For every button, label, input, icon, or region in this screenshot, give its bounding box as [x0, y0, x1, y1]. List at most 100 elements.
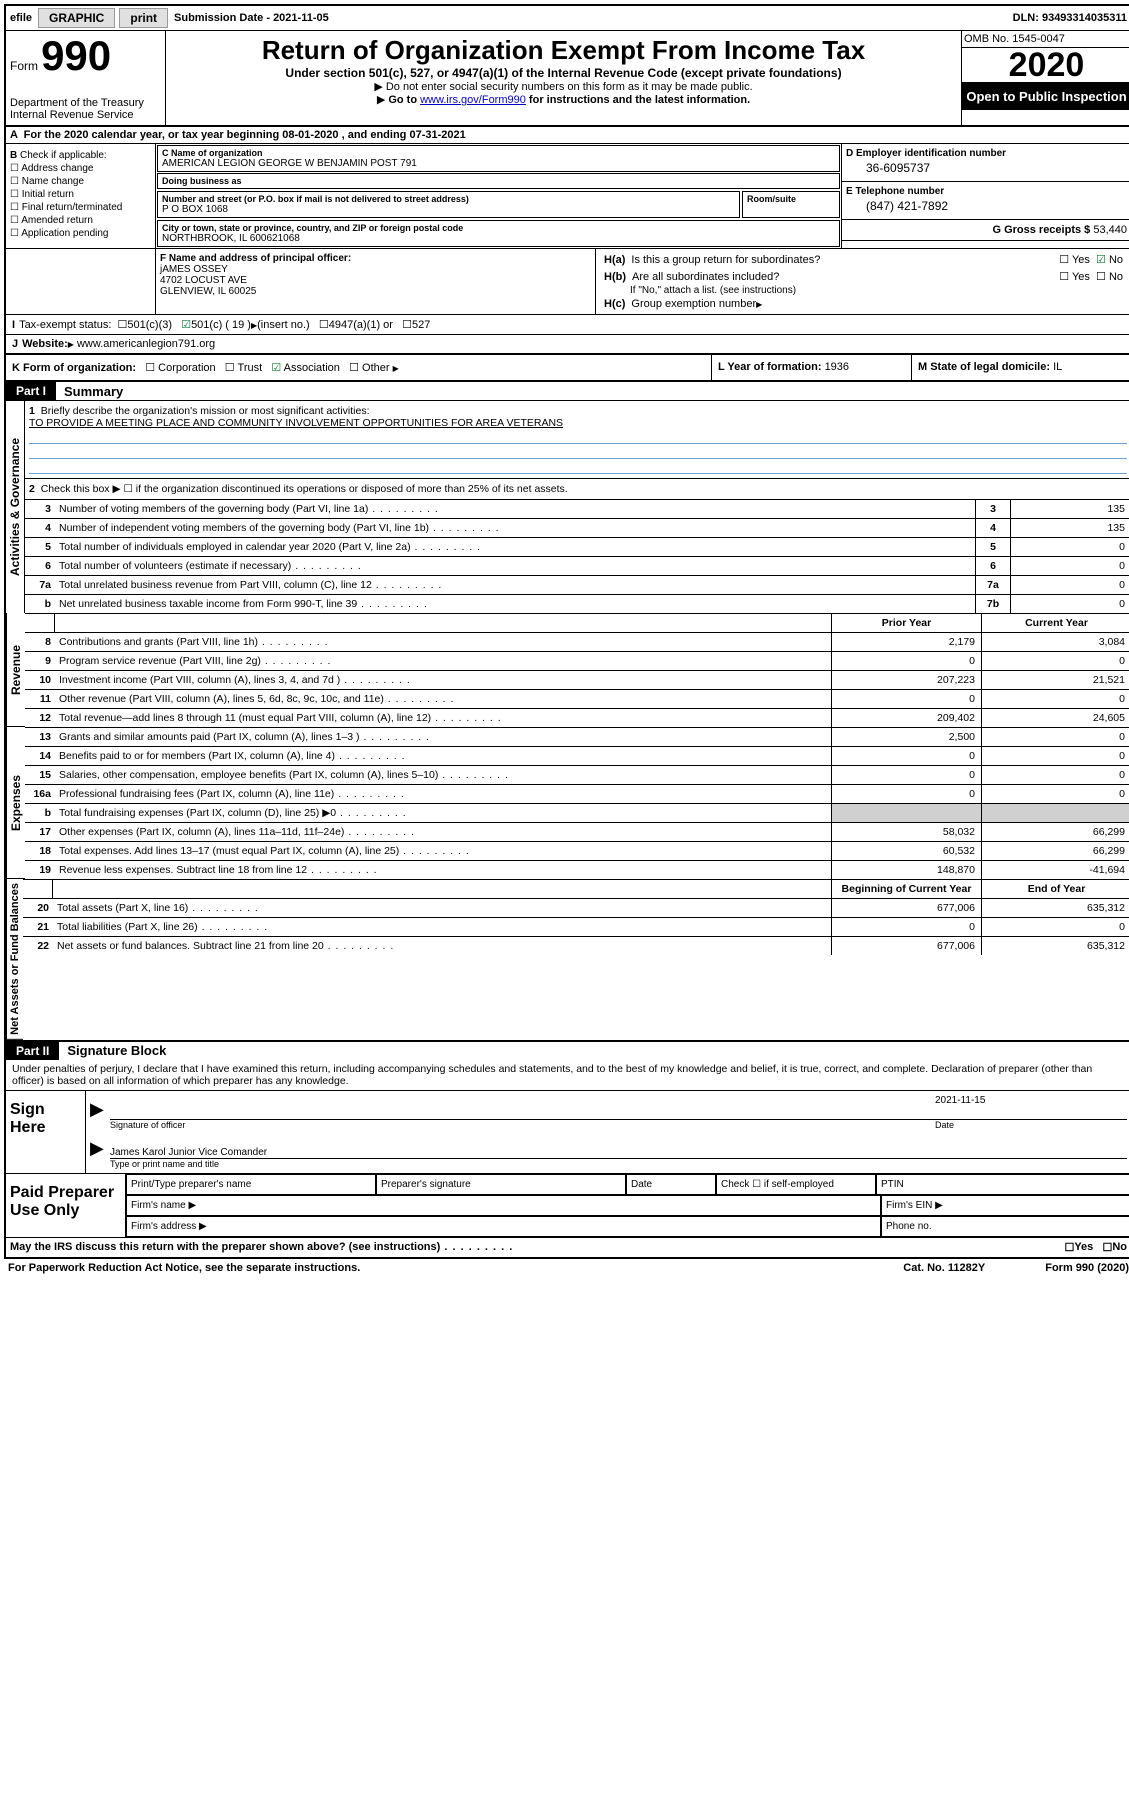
line-1: 1 Briefly describe the organization's mi… [25, 401, 1129, 478]
side-netassets: Net Assets or Fund Balances [6, 879, 23, 1040]
room-box: Room/suite [742, 191, 840, 218]
state-domicile: IL [1053, 361, 1062, 373]
k-trust[interactable] [225, 362, 238, 374]
row-18: 18Total expenses. Add lines 13–17 (must … [25, 841, 1129, 860]
mission: TO PROVIDE A MEETING PLACE AND COMMUNITY… [29, 417, 563, 429]
k-other[interactable] [349, 362, 362, 374]
form-header: Form 990 Department of the Treasury Inte… [6, 31, 1129, 127]
row-16a: 16aProfessional fundraising fees (Part I… [25, 784, 1129, 803]
row-17: 17Other expenses (Part IX, column (A), l… [25, 822, 1129, 841]
side-revenue: Revenue [6, 613, 25, 727]
box-h: H(a) Is this a group return for subordin… [596, 249, 1129, 314]
line-j: J Website: www.americanlegion791.org [6, 334, 1129, 354]
part2-header: Part II Signature Block [6, 1040, 1129, 1060]
k-corp[interactable] [145, 362, 158, 374]
ein: 36-6095737 [846, 159, 1127, 177]
row-21: 21Total liabilities (Part X, line 26)00 [23, 917, 1129, 936]
chk-initial-return[interactable]: Initial return [10, 189, 151, 200]
gov-row-3: 3Number of voting members of the governi… [25, 499, 1129, 518]
ssn-warning: Do not enter social security numbers on … [170, 80, 957, 93]
side-governance: Activities & Governance [6, 401, 25, 613]
row-15: 15Salaries, other compensation, employee… [25, 765, 1129, 784]
chk-amended[interactable]: Amended return [10, 215, 151, 226]
ha-yes[interactable]: Yes [1059, 253, 1090, 266]
year-formation: 1936 [825, 361, 849, 373]
discuss-no[interactable] [1102, 1241, 1112, 1254]
goto-link-row: Go to www.irs.gov/Form990 for instructio… [170, 93, 957, 106]
submission-date-label: Submission Date - 2021-11-05 [170, 12, 333, 24]
org-name: AMERICAN LEGION GEORGE W BENJAMIN POST 7… [162, 158, 835, 169]
open-public: Open to Public Inspection [962, 83, 1129, 110]
phone: (847) 421-7892 [846, 197, 1127, 215]
dept-irs: Internal Revenue Service [10, 109, 161, 121]
gross-receipts: 53,440 [1093, 224, 1127, 236]
line-2: 2 Check this box ▶ ☐ if the organization… [25, 478, 1129, 499]
hb-yes[interactable]: Yes [1059, 270, 1090, 283]
i-4947[interactable] [319, 318, 329, 331]
row-8: 8Contributions and grants (Part VIII, li… [25, 632, 1129, 651]
box-d-ein: D Employer identification number 36-6095… [842, 144, 1129, 182]
row-12: 12Total revenue—add lines 8 through 11 (… [25, 708, 1129, 727]
efile-label: efile [6, 12, 36, 24]
line-k: K Form of organization: Corporation Trus… [6, 354, 1129, 380]
org-name-box: C Name of organization AMERICAN LEGION G… [157, 145, 840, 172]
line-a: A For the 2020 calendar year, or tax yea… [6, 127, 1129, 144]
street-address: P O BOX 1068 [162, 204, 735, 215]
row-19: 19Revenue less expenses. Subtract line 1… [25, 860, 1129, 879]
i-501c[interactable] [181, 318, 191, 331]
discuss-yes[interactable] [1064, 1241, 1074, 1254]
i-527[interactable] [402, 318, 412, 331]
form-prefix: Form [10, 59, 38, 73]
page-footer: For Paperwork Reduction Act Notice, see … [4, 1259, 1129, 1277]
box-f-officer: F Name and address of principal officer:… [156, 249, 596, 314]
sign-here: Sign Here ▶ 2021-11-15 Signature of offi… [6, 1090, 1129, 1173]
graphic-button[interactable]: GRAPHIC [38, 8, 115, 28]
city-state-zip: NORTHBROOK, IL 600621068 [162, 233, 835, 244]
row-20: 20Total assets (Part X, line 16)677,0066… [23, 898, 1129, 917]
chk-address-change[interactable]: Address change [10, 163, 151, 174]
dba-box: Doing business as [157, 173, 840, 189]
tax-year: 2020 [962, 48, 1129, 83]
row-b: bTotal fundraising expenses (Part IX, co… [25, 803, 1129, 822]
gov-row-7a: 7aTotal unrelated business revenue from … [25, 575, 1129, 594]
perjury-declaration: Under penalties of perjury, I declare th… [6, 1060, 1129, 1090]
gov-row-b: bNet unrelated business taxable income f… [25, 594, 1129, 613]
form-title: Return of Organization Exempt From Incom… [170, 35, 957, 66]
row-14: 14Benefits paid to or for members (Part … [25, 746, 1129, 765]
row-11: 11Other revenue (Part VIII, column (A), … [25, 689, 1129, 708]
form-number: 990 [41, 32, 111, 79]
print-button[interactable]: print [119, 8, 168, 28]
irs-discuss: May the IRS discuss this return with the… [6, 1237, 1129, 1257]
hb-no[interactable]: No [1096, 270, 1123, 283]
sign-date: 2021-11-15 [927, 1095, 1127, 1120]
i-501c3[interactable] [118, 318, 128, 331]
form-subtitle: Under section 501(c), 527, or 4947(a)(1)… [170, 66, 957, 80]
street-box: Number and street (or P.O. box if mail i… [157, 191, 740, 218]
k-assoc[interactable] [271, 362, 283, 374]
signer-name: James Karol Junior Vice Comander [110, 1147, 1127, 1159]
gov-row-4: 4Number of independent voting members of… [25, 518, 1129, 537]
row-13: 13Grants and similar amounts paid (Part … [25, 727, 1129, 746]
box-b: B Check if applicable: Address change Na… [6, 144, 156, 248]
row-9: 9Program service revenue (Part VIII, lin… [25, 651, 1129, 670]
chk-app-pending[interactable]: Application pending [10, 228, 151, 239]
paid-preparer: Paid Preparer Use Only Print/Type prepar… [6, 1173, 1129, 1237]
gov-row-6: 6Total number of volunteers (estimate if… [25, 556, 1129, 575]
dln: DLN: 93493314035311 [1009, 12, 1129, 24]
officer-name: jAMES OSSEY [160, 264, 591, 275]
line-i: I Tax-exempt status: 501(c)(3) 501(c) ( … [6, 314, 1129, 334]
chk-final-return[interactable]: Final return/terminated [10, 202, 151, 213]
city-box: City or town, state or province, country… [157, 220, 840, 247]
irs-link[interactable]: www.irs.gov/Form990 [420, 94, 526, 106]
ha-no[interactable]: No [1096, 253, 1123, 266]
side-expenses: Expenses [6, 727, 25, 879]
topbar: efile GRAPHIC print Submission Date - 20… [6, 6, 1129, 31]
website: www.americanlegion791.org [77, 338, 215, 350]
part1-header: Part I Summary [6, 380, 1129, 400]
chk-name-change[interactable]: Name change [10, 176, 151, 187]
row-22: 22Net assets or fund balances. Subtract … [23, 936, 1129, 955]
dept-treasury: Department of the Treasury [10, 97, 161, 109]
box-g-receipts: G Gross receipts $ 53,440 [842, 220, 1129, 241]
gov-row-5: 5Total number of individuals employed in… [25, 537, 1129, 556]
box-e-phone: E Telephone number (847) 421-7892 [842, 182, 1129, 220]
